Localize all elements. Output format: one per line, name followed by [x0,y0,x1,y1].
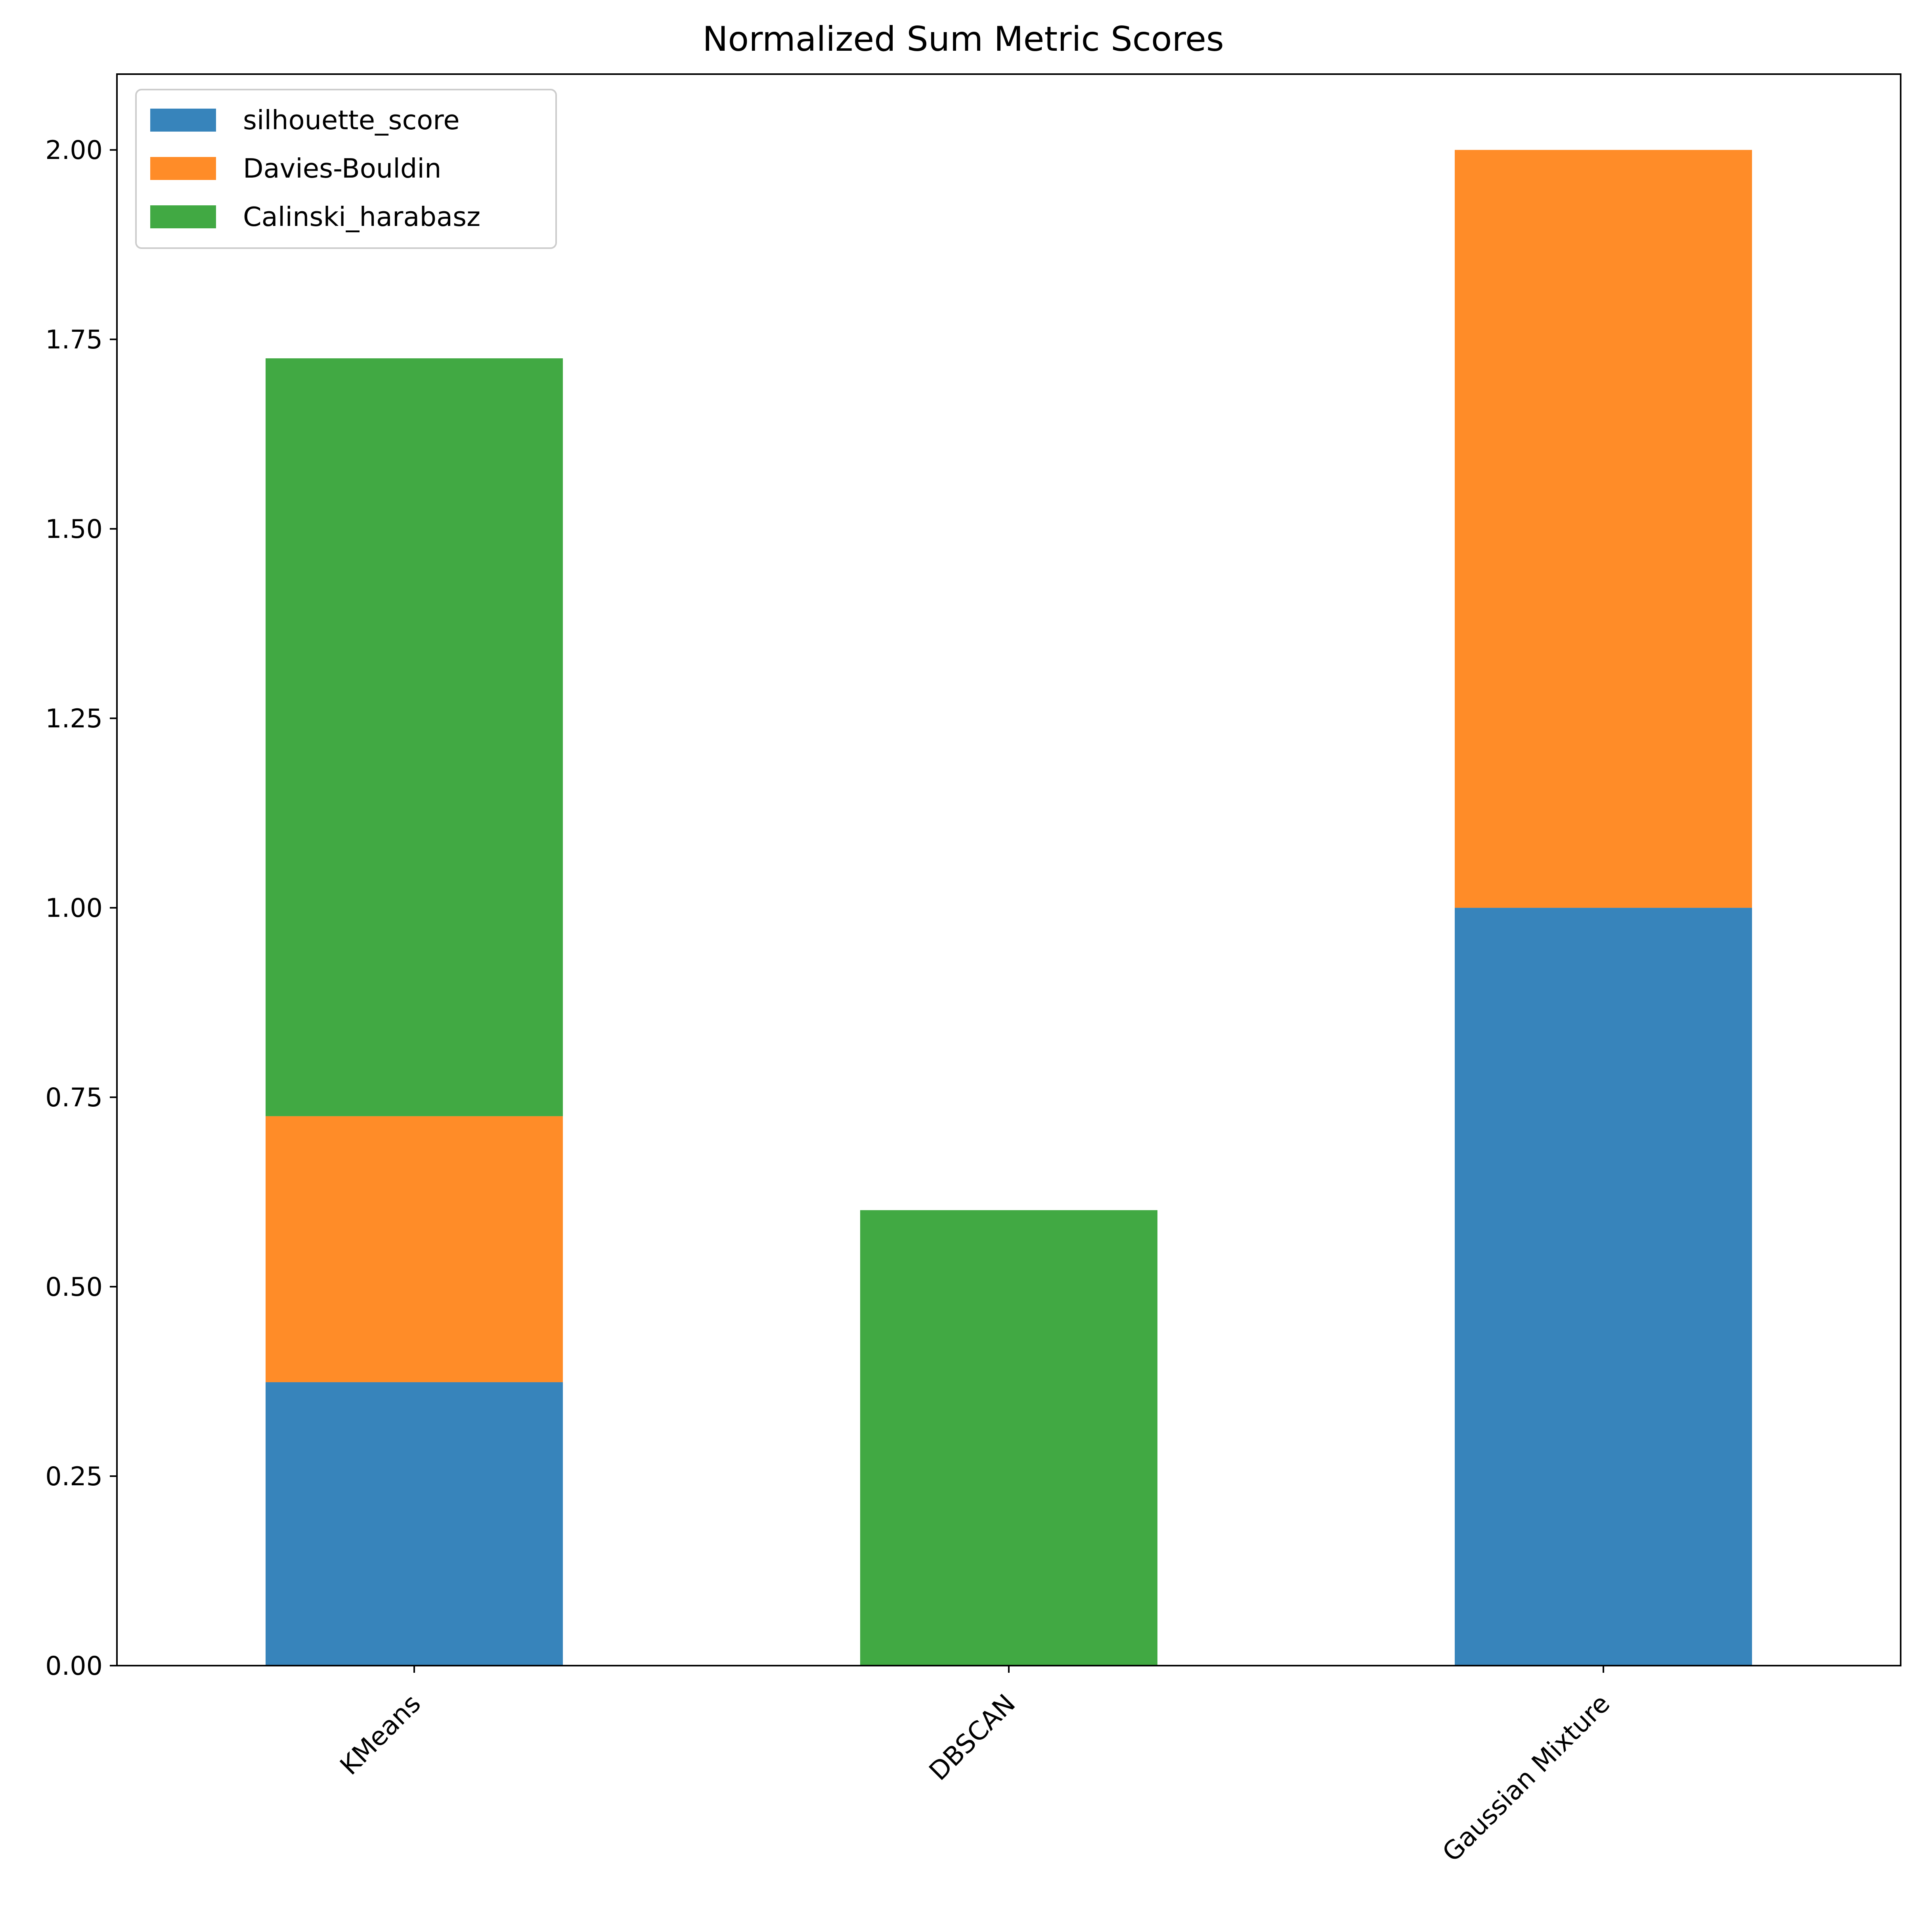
bar-gaussian-mixture-silhouette-score [1455,908,1752,1666]
legend-swatch [150,157,216,180]
y-tick-label: 0.00 [45,1651,103,1681]
y-tick-label: 2.00 [45,136,103,165]
x-tick-label: DBSCAN [924,1689,1021,1786]
bars-group [266,150,1752,1666]
legend-label: silhouette_score [243,105,460,136]
bar-kmeans-calinski-harabasz [266,358,563,1116]
y-tick-label: 1.25 [45,704,103,734]
legend-label: Davies-Bouldin [243,153,441,184]
y-tick-label: 0.50 [45,1272,103,1302]
legend-box [135,89,557,249]
y-tick-label: 0.75 [45,1083,103,1113]
chart-title: Normalized Sum Metric Scores [702,19,1224,59]
bar-dbscan-calinski-harabasz [860,1210,1157,1666]
y-tick-label: 0.25 [45,1462,103,1492]
bar-gaussian-mixture-davies-bouldin [1455,150,1752,908]
y-tick-label: 1.50 [45,515,103,544]
legend-swatch [150,109,216,132]
legend: silhouette_score Davies-Bouldin Calinski_h… [135,89,557,249]
bar-kmeans-davies-bouldin [266,1116,563,1382]
legend-swatch [150,205,216,228]
x-tick-label: Gaussian Mixture [1437,1689,1616,1867]
y-tick-label: 1.75 [45,325,103,355]
legend-label: Calinski_harabasz [243,201,480,232]
y-tick-label: 1.00 [45,893,103,923]
bar-kmeans-silhouette-score [266,1382,563,1666]
x-tick-label: KMeans [335,1689,427,1781]
